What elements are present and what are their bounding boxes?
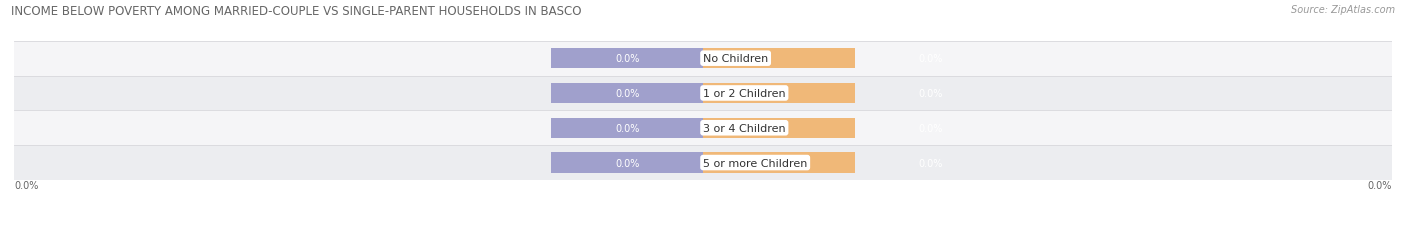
Text: 0.0%: 0.0% [614, 123, 640, 133]
Text: 3 or 4 Children: 3 or 4 Children [703, 123, 786, 133]
FancyBboxPatch shape [14, 42, 1392, 76]
Text: 0.0%: 0.0% [614, 158, 640, 168]
Text: Source: ZipAtlas.com: Source: ZipAtlas.com [1291, 5, 1395, 15]
FancyBboxPatch shape [14, 111, 1392, 146]
Text: INCOME BELOW POVERTY AMONG MARRIED-COUPLE VS SINGLE-PARENT HOUSEHOLDS IN BASCO: INCOME BELOW POVERTY AMONG MARRIED-COUPL… [11, 5, 582, 18]
Text: 0.0%: 0.0% [918, 54, 942, 64]
FancyBboxPatch shape [14, 76, 1392, 111]
Text: 0.0%: 0.0% [918, 123, 942, 133]
FancyBboxPatch shape [14, 146, 1392, 180]
Text: 5 or more Children: 5 or more Children [703, 158, 807, 168]
Text: 0.0%: 0.0% [614, 88, 640, 99]
Bar [551, 118, 703, 138]
Text: 0.0%: 0.0% [14, 180, 38, 190]
Bar [703, 118, 855, 138]
Bar [551, 84, 703, 103]
Bar [551, 49, 703, 69]
Text: 0.0%: 0.0% [614, 54, 640, 64]
Bar [703, 49, 855, 69]
Bar [703, 153, 855, 173]
Text: 0.0%: 0.0% [1368, 180, 1392, 190]
Text: No Children: No Children [703, 54, 768, 64]
Text: 0.0%: 0.0% [918, 88, 942, 99]
Bar [703, 84, 855, 103]
Text: 1 or 2 Children: 1 or 2 Children [703, 88, 786, 99]
Bar [551, 153, 703, 173]
Text: 0.0%: 0.0% [918, 158, 942, 168]
